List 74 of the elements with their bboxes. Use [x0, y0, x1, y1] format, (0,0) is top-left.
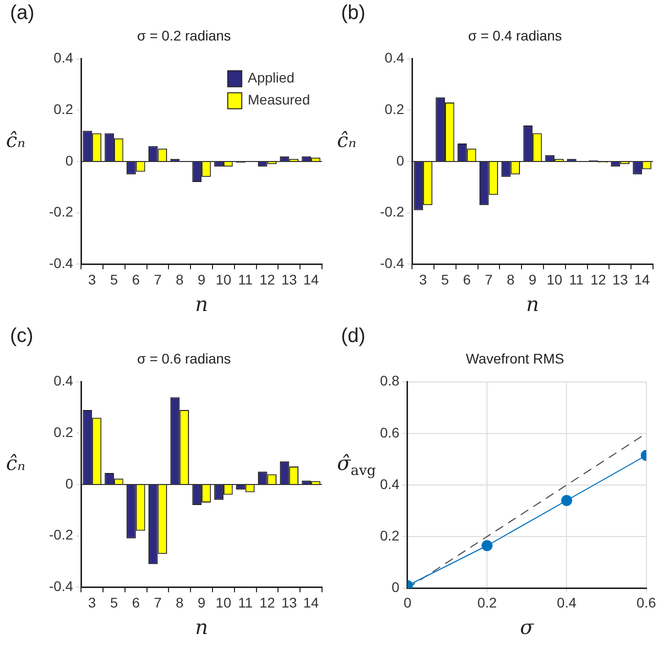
x-tick-label: 10: [216, 271, 232, 288]
x-tick-label: 11: [569, 271, 584, 288]
y-tick-label: 0: [396, 152, 404, 168]
y-tick-label: 0: [65, 475, 74, 492]
x-tick-label: 7: [484, 271, 493, 288]
y-tick-label: 0.2: [380, 527, 400, 544]
text: (a): [10, 2, 34, 25]
x-tick-label: 3: [88, 594, 96, 610]
x-tick-label: 11: [238, 271, 253, 288]
y-tick-label: 0.4: [54, 50, 74, 66]
x-tick-label: 11: [238, 594, 253, 610]
x-tick-label: 7: [154, 271, 162, 288]
y-axis-title: ĉₙ: [6, 128, 26, 152]
chart-title: σ = 0.4 radians: [468, 27, 562, 44]
y-tick-label: 0.4: [54, 372, 74, 389]
x-tick-label: 3: [88, 271, 96, 288]
x-tick-label: 3: [419, 271, 428, 288]
x-tick-label: 13: [612, 271, 628, 288]
y-axis-title: ĉₙ: [6, 451, 26, 475]
x-tick-label: 7: [154, 594, 162, 610]
x-tick-label: 12: [590, 271, 606, 288]
text: (b): [341, 2, 366, 25]
x-tick-label: 8: [176, 594, 184, 610]
x-tick-label: 5: [441, 271, 450, 288]
x-tick-label: 0.2: [477, 594, 498, 610]
x-tick-label: 9: [528, 271, 537, 288]
x-tick-label: 10: [216, 594, 232, 610]
x-tick-label: 14: [634, 271, 650, 288]
chart-title: σ = 0.2 radians: [137, 27, 231, 44]
x-tick-label: 14: [303, 271, 320, 288]
x-tick-label: 6: [132, 271, 140, 288]
y-tick-label: 0.2: [54, 101, 74, 118]
x-tick-label: 12: [259, 594, 276, 610]
y-tick-label: -0.4: [380, 255, 404, 272]
chart-title: Wavefront RMS: [466, 350, 564, 366]
y-axis-title: σ̂$_{avg}$: [337, 451, 376, 479]
x-tick-label: 9: [198, 594, 206, 610]
x-tick-label: 13: [281, 594, 298, 610]
y-tick-label: 0.8: [380, 372, 400, 389]
y-tick-label: 0: [65, 152, 74, 168]
x-tick-label: 5: [110, 594, 118, 610]
x-axis-title: σ: [520, 615, 536, 640]
x-axis-title: n: [195, 615, 208, 640]
y-tick-label: -0.2: [380, 204, 404, 220]
x-tick-label: 13: [281, 271, 298, 288]
x-tick-label: 8: [176, 271, 184, 288]
x-tick-label: 14: [303, 594, 320, 610]
chart-title: σ = 0.6 radians: [137, 350, 231, 366]
y-axis-title: ĉₙ: [337, 128, 356, 152]
y-tick-label: -0.2: [49, 204, 74, 220]
x-tick-label: 9: [198, 271, 206, 288]
x-tick-label: 5: [110, 271, 118, 288]
y-tick-label: 0.2: [384, 101, 404, 118]
y-tick-label: 0.6: [380, 424, 400, 440]
x-tick-label: 10: [546, 271, 562, 288]
legend-label: Measured: [248, 92, 310, 108]
y-tick-label: 0: [392, 579, 400, 596]
x-tick-label: 0.4: [556, 594, 577, 610]
x-tick-label: 12: [259, 271, 276, 288]
x-tick-label: 6: [462, 271, 471, 288]
y-tick-label: -0.4: [49, 255, 74, 272]
legend-label: Applied: [248, 70, 294, 86]
y-tick-label: 0.2: [54, 424, 74, 440]
x-axis-title: n: [526, 292, 540, 316]
y-tick-label: 0.4: [384, 50, 404, 66]
y-tick-label: 0.4: [380, 476, 400, 492]
x-tick-label: 8: [506, 271, 515, 288]
text: (c): [10, 325, 34, 348]
x-axis-title: n: [195, 292, 208, 316]
text: (d): [341, 325, 366, 348]
x-tick-label: 0.6: [636, 594, 656, 610]
x-tick-label: 6: [132, 594, 140, 610]
y-tick-label: -0.2: [49, 526, 74, 543]
y-tick-label: -0.4: [49, 578, 74, 594]
